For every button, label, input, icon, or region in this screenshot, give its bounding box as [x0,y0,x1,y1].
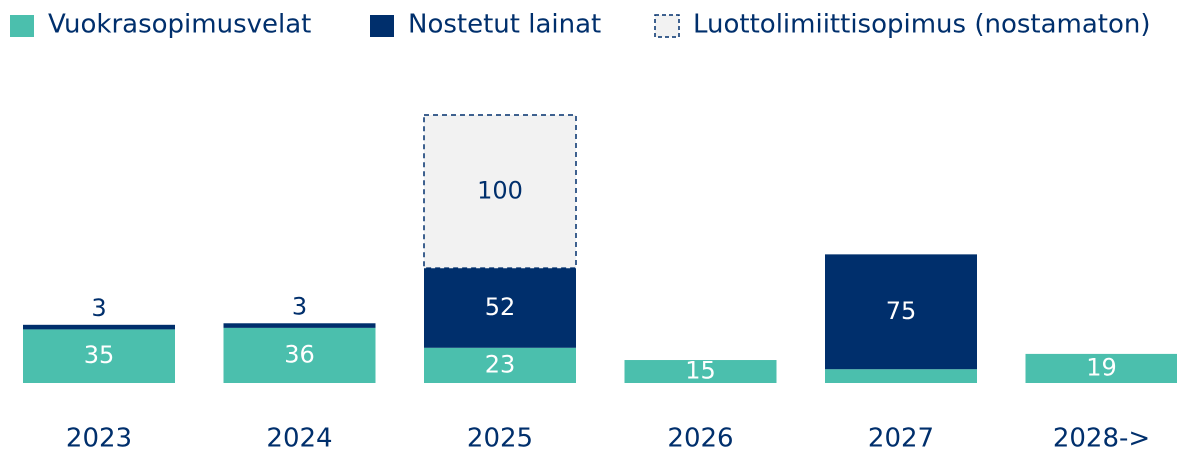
legend-swatch [10,15,34,37]
bar-segment [23,329,175,383]
legend-swatch [370,15,394,37]
legend-label: Nostetut lainat [408,10,601,40]
bar-segment [223,327,376,383]
x-tick-label: 2027 [868,424,934,450]
x-tick-label: 2026 [667,424,733,450]
data-label: 3 [91,294,106,322]
x-tick-label: 2024 [266,424,332,450]
data-label: 35 [84,341,115,369]
bar-segment [825,369,977,383]
x-tick-label: 2028-> [1053,424,1150,450]
data-label: 15 [685,357,716,385]
data-label: 36 [284,340,315,368]
bar-segment [424,347,576,383]
legend-label: Luottolimiittisopimus (nostamaton) [693,10,1151,40]
bar-segment [23,324,175,330]
bar-segment [624,360,777,383]
x-tick-label: 2023 [66,424,132,450]
bar-segment [223,323,376,328]
bar-segment [423,114,577,269]
x-tick-label: 2025 [467,424,533,450]
data-label: 3 [292,292,307,320]
bar-segment [1025,353,1177,383]
data-label: 100 [477,177,523,205]
data-label: 23 [485,350,516,378]
legend-label: Vuokrasopimusvelat [48,10,311,40]
data-label: 19 [1086,353,1117,381]
legend-swatch [654,14,680,38]
bar-segment [825,254,977,370]
bar-segment [424,268,576,348]
data-label: 52 [485,293,516,321]
data-label: 75 [886,297,917,325]
